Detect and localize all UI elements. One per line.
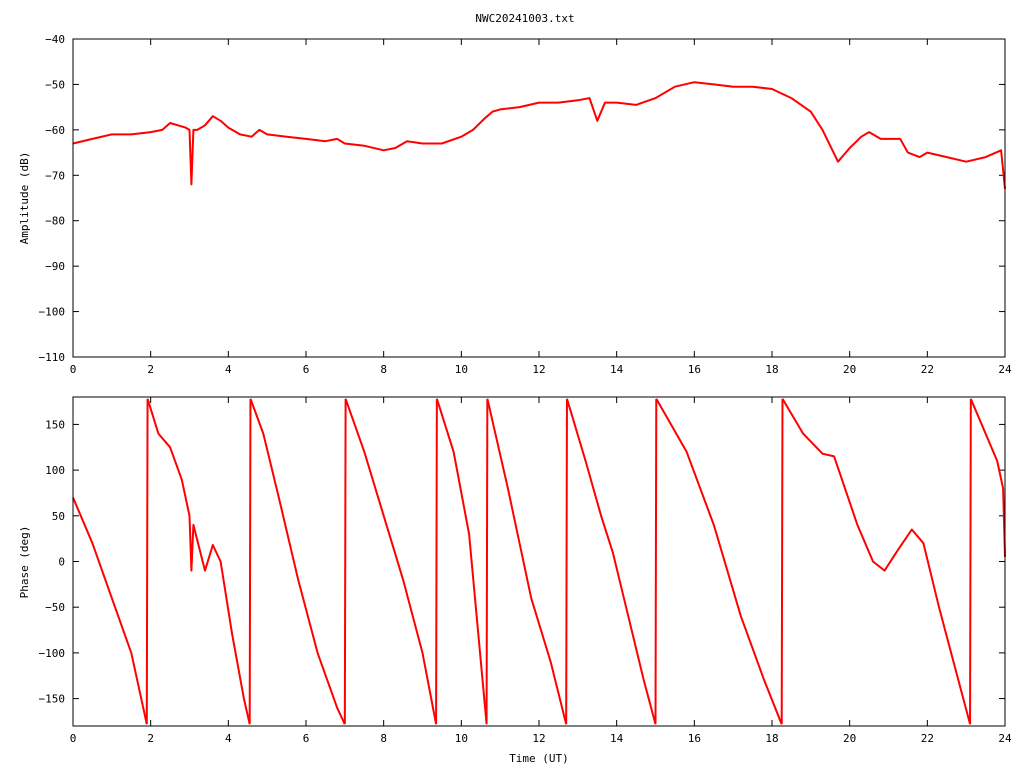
phase-xtick-label: 8: [380, 732, 387, 745]
phase-wrap-line: [343, 398, 347, 725]
phase-ytick-label: −100: [39, 647, 66, 660]
phase-xtick-label: 6: [303, 732, 310, 745]
amplitude-ylabel: Amplitude (dB): [18, 152, 31, 245]
phase-xtick-label: 14: [610, 732, 624, 745]
phase-line: [249, 398, 346, 725]
amplitude-panel: Amplitude (dB) 0 2 4 6 8 10 12 14 16 18 20 22 24−40−…: [18, 33, 1012, 376]
amplitude-ytick-label: −40: [45, 33, 65, 46]
amplitude-xtick-label: 14: [610, 363, 624, 376]
amplitude-plot-frame: [72, 38, 1006, 358]
amplitude-xtick-label: 20: [843, 363, 856, 376]
phase-line: [566, 398, 657, 725]
phase-xtick-label: 18: [765, 732, 778, 745]
phase-xtick-label: 2: [147, 732, 154, 745]
phase-wrap-line: [780, 398, 784, 725]
phase-wrap-line: [435, 398, 438, 725]
phase-xtick-label: 12: [532, 732, 545, 745]
phase-ytick-label: 50: [52, 510, 65, 523]
phase-xtick-label: 20: [843, 732, 856, 745]
amplitude-ytick-label: −100: [39, 306, 66, 319]
amplitude-ytick-label: −60: [45, 124, 65, 137]
phase-ytick-label: −150: [39, 693, 66, 706]
phase-line: [146, 398, 251, 725]
amplitude-xtick-label: 22: [921, 363, 934, 376]
phase-wrap-line: [654, 398, 658, 725]
amplitude-xtick-label: 24: [998, 363, 1012, 376]
amplitude-xtick-label: 16: [688, 363, 701, 376]
amplitude-xtick-label: 18: [765, 363, 778, 376]
phase-axis-ticks: 0 2 4 6 8 10 12 14 16 18 20 22 24150100500−50−100−15…: [39, 397, 1012, 745]
amplitude-xtick-label: 2: [147, 363, 154, 376]
chart-title: NWC20241003.txt: [475, 12, 574, 25]
phase-wrap-line: [485, 398, 489, 725]
phase-xtick-label: 22: [921, 732, 934, 745]
amplitude-line: [72, 81, 1006, 190]
phase-xtick-label: 24: [998, 732, 1012, 745]
amplitude-xtick-label: 4: [225, 363, 232, 376]
phase-line: [969, 398, 1006, 557]
phase-line: [781, 398, 972, 725]
amplitude-ytick-label: −90: [45, 260, 65, 273]
amplitude-axis-ticks: 0 2 4 6 8 10 12 14 16 18 20 22 24−40−50−60−70−80−90−…: [39, 33, 1012, 376]
phase-xtick-label: 10: [455, 732, 468, 745]
amplitude-xtick-label: 0: [70, 363, 77, 376]
phase-panel: Phase (deg) 0 2 4 6 8 10 12 14 16 18 20 22 241501005…: [18, 396, 1012, 765]
phase-ylabel: Phase (deg): [18, 526, 31, 599]
phase-series: [72, 398, 1006, 725]
amplitude-xtick-label: 8: [380, 363, 387, 376]
amplitude-xtick-label: 10: [455, 363, 468, 376]
amplitude-ytick-label: −110: [39, 351, 66, 364]
phase-ytick-label: 100: [45, 464, 65, 477]
phase-wrap-line: [565, 398, 568, 725]
phase-xlabel: Time (UT): [509, 752, 569, 765]
phase-wrap-line: [969, 398, 972, 725]
amplitude-xtick-label: 6: [303, 363, 310, 376]
phase-ytick-label: 0: [58, 556, 65, 569]
phase-wrap-line: [248, 398, 252, 725]
amplitude-ytick-label: −80: [45, 215, 65, 228]
phase-line: [435, 398, 488, 725]
amplitude-xtick-label: 12: [532, 363, 545, 376]
amplitude-ytick-label: −70: [45, 169, 65, 182]
phase-line: [72, 497, 148, 725]
phase-xtick-label: 0: [70, 732, 77, 745]
phase-xtick-label: 4: [225, 732, 232, 745]
phase-wrap-line: [145, 398, 149, 725]
amplitude-series: [72, 81, 1006, 190]
amplitude-ytick-label: −50: [45, 78, 65, 91]
phase-line: [655, 398, 783, 725]
phase-ytick-label: −50: [45, 601, 65, 614]
phase-plot-frame: [72, 396, 1006, 727]
phase-line: [344, 398, 438, 725]
phase-line: [486, 398, 568, 725]
phase-ytick-label: 150: [45, 418, 65, 431]
phase-xtick-label: 16: [688, 732, 701, 745]
